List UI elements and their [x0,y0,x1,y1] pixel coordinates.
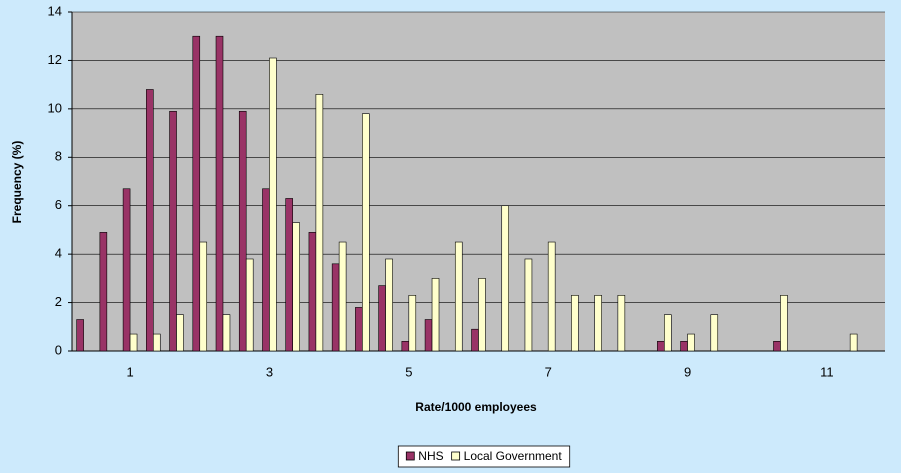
bar [99,232,108,352]
y-tick-label: 2 [55,294,62,309]
bar [849,333,858,352]
bar [617,295,626,352]
bar [378,285,386,352]
legend-label: Local Government [464,449,563,463]
y-axis-title: Frequency (%) [10,141,24,224]
y-tick-label: 10 [48,100,62,115]
bar [408,295,417,352]
bar [424,319,433,352]
y-tick-label: 8 [55,149,62,164]
x-tick-label: 11 [820,364,834,379]
bar [315,94,324,352]
bar [192,35,201,352]
bar [129,333,138,352]
bar [501,205,509,352]
bar [269,57,277,352]
bar [331,263,340,352]
bar [338,241,347,352]
bar [680,341,688,352]
bar [401,341,410,352]
bar [710,314,719,352]
bar [478,278,486,352]
bar [285,198,293,352]
bar [146,89,154,352]
bar [76,319,84,352]
y-tick-label: 0 [55,342,62,357]
y-tick-label: 4 [55,246,62,261]
bar [292,222,300,352]
bar [355,307,363,352]
bar [308,232,317,352]
x-tick-label: 1 [126,364,133,379]
x-tick-label: 5 [405,364,412,379]
legend-box [397,445,571,468]
bar [657,341,665,352]
x-tick-label: 3 [266,364,273,379]
bar [122,188,131,352]
bar [773,341,781,352]
bar [362,113,370,352]
y-tick-label: 12 [48,52,62,67]
bar [687,333,695,352]
bar [176,314,184,352]
bar [199,241,208,352]
y-tick-label: 6 [55,197,62,212]
x-tick-label: 9 [684,364,691,379]
bar [594,295,602,352]
legend-label: NHS [418,449,443,463]
bar [431,278,440,352]
bar [238,110,247,352]
legend-swatch [405,451,415,461]
bar [471,328,479,352]
legend-swatch [451,451,461,461]
x-tick-label: 7 [545,364,552,379]
bar [245,258,254,352]
bar [524,258,533,352]
bar [547,241,556,352]
bar [780,295,788,352]
bar [153,333,161,352]
bar [215,35,224,352]
bar [262,188,270,352]
bar [664,314,672,352]
bar [454,241,463,352]
y-tick-label: 14 [48,3,62,18]
bar [222,314,231,352]
bar [385,258,393,352]
x-axis-title: Rate/1000 employees [415,400,537,414]
bar [571,295,579,352]
bar [169,110,177,352]
